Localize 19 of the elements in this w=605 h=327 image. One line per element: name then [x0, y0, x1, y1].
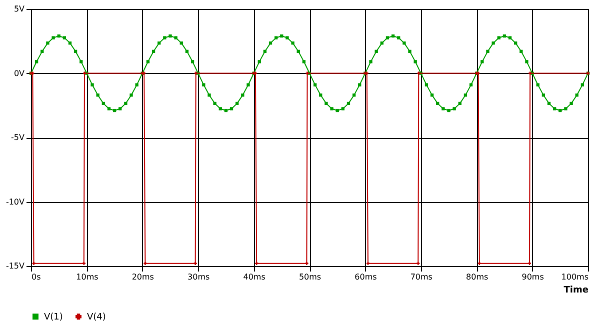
- legend-label: V(1): [44, 312, 63, 323]
- x-tick-label: 90ms: [522, 272, 544, 282]
- x-tick-label: 60ms: [354, 272, 377, 282]
- x-axis-title: Time: [564, 286, 588, 296]
- x-tick-label: 40ms: [243, 272, 266, 282]
- y-tick-label: -15V: [6, 262, 26, 270]
- y-tick-label: 0V: [14, 68, 26, 78]
- legend-label: V(4): [87, 312, 106, 323]
- x-tick-label: 30ms: [188, 272, 210, 282]
- x-tick-label: 70ms: [410, 272, 432, 282]
- x-tick-label: 80ms: [466, 272, 488, 282]
- y-tick-label: -5V: [11, 133, 26, 142]
- x-tick-label: 20ms: [132, 272, 154, 282]
- x-tick-label: 50ms: [298, 272, 322, 282]
- x-tick-label: 0s: [32, 272, 41, 282]
- x-tick-label: 10ms: [76, 272, 98, 282]
- x-tick-label: 100ms: [561, 272, 588, 282]
- y-tick-label: 5V: [14, 4, 26, 14]
- y-tick-label: -10V: [6, 197, 26, 206]
